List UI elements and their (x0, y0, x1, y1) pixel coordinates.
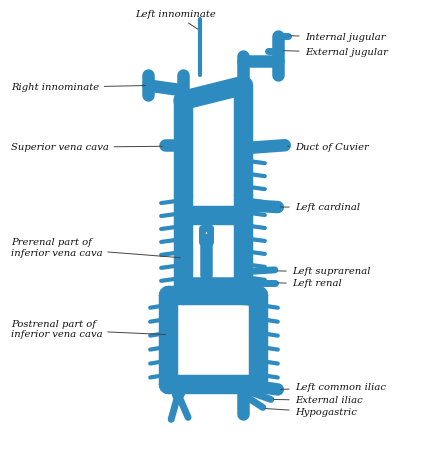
Text: Right innominate: Right innominate (11, 83, 145, 92)
Text: Internal jugular: Internal jugular (291, 33, 385, 42)
Text: Postrenal part of
inferior vena cava: Postrenal part of inferior vena cava (11, 320, 165, 339)
Text: Prerenal part of
inferior vena cava: Prerenal part of inferior vena cava (11, 238, 180, 258)
Text: External iliac: External iliac (274, 396, 363, 405)
Text: External jugular: External jugular (283, 48, 388, 57)
Text: Left suprarenal: Left suprarenal (278, 267, 370, 276)
Text: Left renal: Left renal (278, 279, 342, 288)
Text: Left cardinal: Left cardinal (280, 202, 360, 211)
Text: Superior vena cava: Superior vena cava (11, 143, 162, 152)
Text: Left innominate: Left innominate (135, 10, 215, 29)
Text: Left common iliac: Left common iliac (280, 383, 386, 392)
Text: Hypogastric: Hypogastric (266, 408, 357, 417)
Text: Duct of Cuvier: Duct of Cuvier (288, 143, 368, 152)
